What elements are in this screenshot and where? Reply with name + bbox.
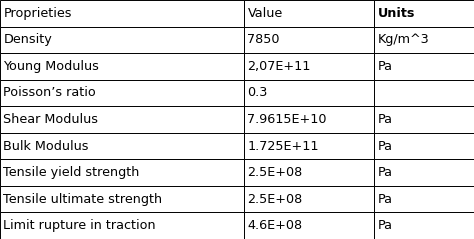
Bar xyxy=(244,186,374,212)
Bar xyxy=(374,186,474,212)
Bar xyxy=(244,133,374,159)
Text: Proprieties: Proprieties xyxy=(3,7,72,20)
Text: 2,07E+11: 2,07E+11 xyxy=(247,60,311,73)
Bar xyxy=(374,53,474,80)
Text: Bulk Modulus: Bulk Modulus xyxy=(3,140,89,152)
Text: Limit rupture in traction: Limit rupture in traction xyxy=(3,219,156,232)
Text: Pa: Pa xyxy=(378,193,393,206)
Text: Young Modulus: Young Modulus xyxy=(3,60,99,73)
Text: 7.9615E+10: 7.9615E+10 xyxy=(247,113,327,126)
Bar xyxy=(244,53,374,80)
Bar xyxy=(0,106,244,133)
Bar xyxy=(244,80,374,106)
Bar xyxy=(0,212,244,239)
Bar xyxy=(0,53,244,80)
Text: 2.5E+08: 2.5E+08 xyxy=(247,166,303,179)
Text: Density: Density xyxy=(3,33,52,46)
Text: Pa: Pa xyxy=(378,60,393,73)
Text: Tensile ultimate strength: Tensile ultimate strength xyxy=(3,193,163,206)
Bar xyxy=(244,159,374,186)
Text: Pa: Pa xyxy=(378,140,393,152)
Text: 4.6E+08: 4.6E+08 xyxy=(247,219,302,232)
Bar xyxy=(244,106,374,133)
Bar xyxy=(374,159,474,186)
Bar xyxy=(374,80,474,106)
Bar xyxy=(374,212,474,239)
Text: Pa: Pa xyxy=(378,166,393,179)
Text: Kg/m^3: Kg/m^3 xyxy=(378,33,429,46)
Bar xyxy=(0,27,244,53)
Bar xyxy=(0,133,244,159)
Text: Poisson’s ratio: Poisson’s ratio xyxy=(3,87,96,99)
Bar xyxy=(244,0,374,27)
Text: Value: Value xyxy=(247,7,283,20)
Bar xyxy=(0,0,244,27)
Text: Units: Units xyxy=(378,7,415,20)
Text: 2.5E+08: 2.5E+08 xyxy=(247,193,303,206)
Bar xyxy=(0,159,244,186)
Bar xyxy=(374,133,474,159)
Text: Tensile yield strength: Tensile yield strength xyxy=(3,166,140,179)
Text: 7850: 7850 xyxy=(247,33,280,46)
Text: 1.725E+11: 1.725E+11 xyxy=(247,140,319,152)
Text: Pa: Pa xyxy=(378,113,393,126)
Bar xyxy=(0,80,244,106)
Text: 0.3: 0.3 xyxy=(247,87,268,99)
Bar xyxy=(244,27,374,53)
Text: Shear Modulus: Shear Modulus xyxy=(3,113,98,126)
Bar xyxy=(374,106,474,133)
Bar xyxy=(374,27,474,53)
Bar xyxy=(374,0,474,27)
Text: Pa: Pa xyxy=(378,219,393,232)
Bar xyxy=(244,212,374,239)
Bar xyxy=(0,186,244,212)
